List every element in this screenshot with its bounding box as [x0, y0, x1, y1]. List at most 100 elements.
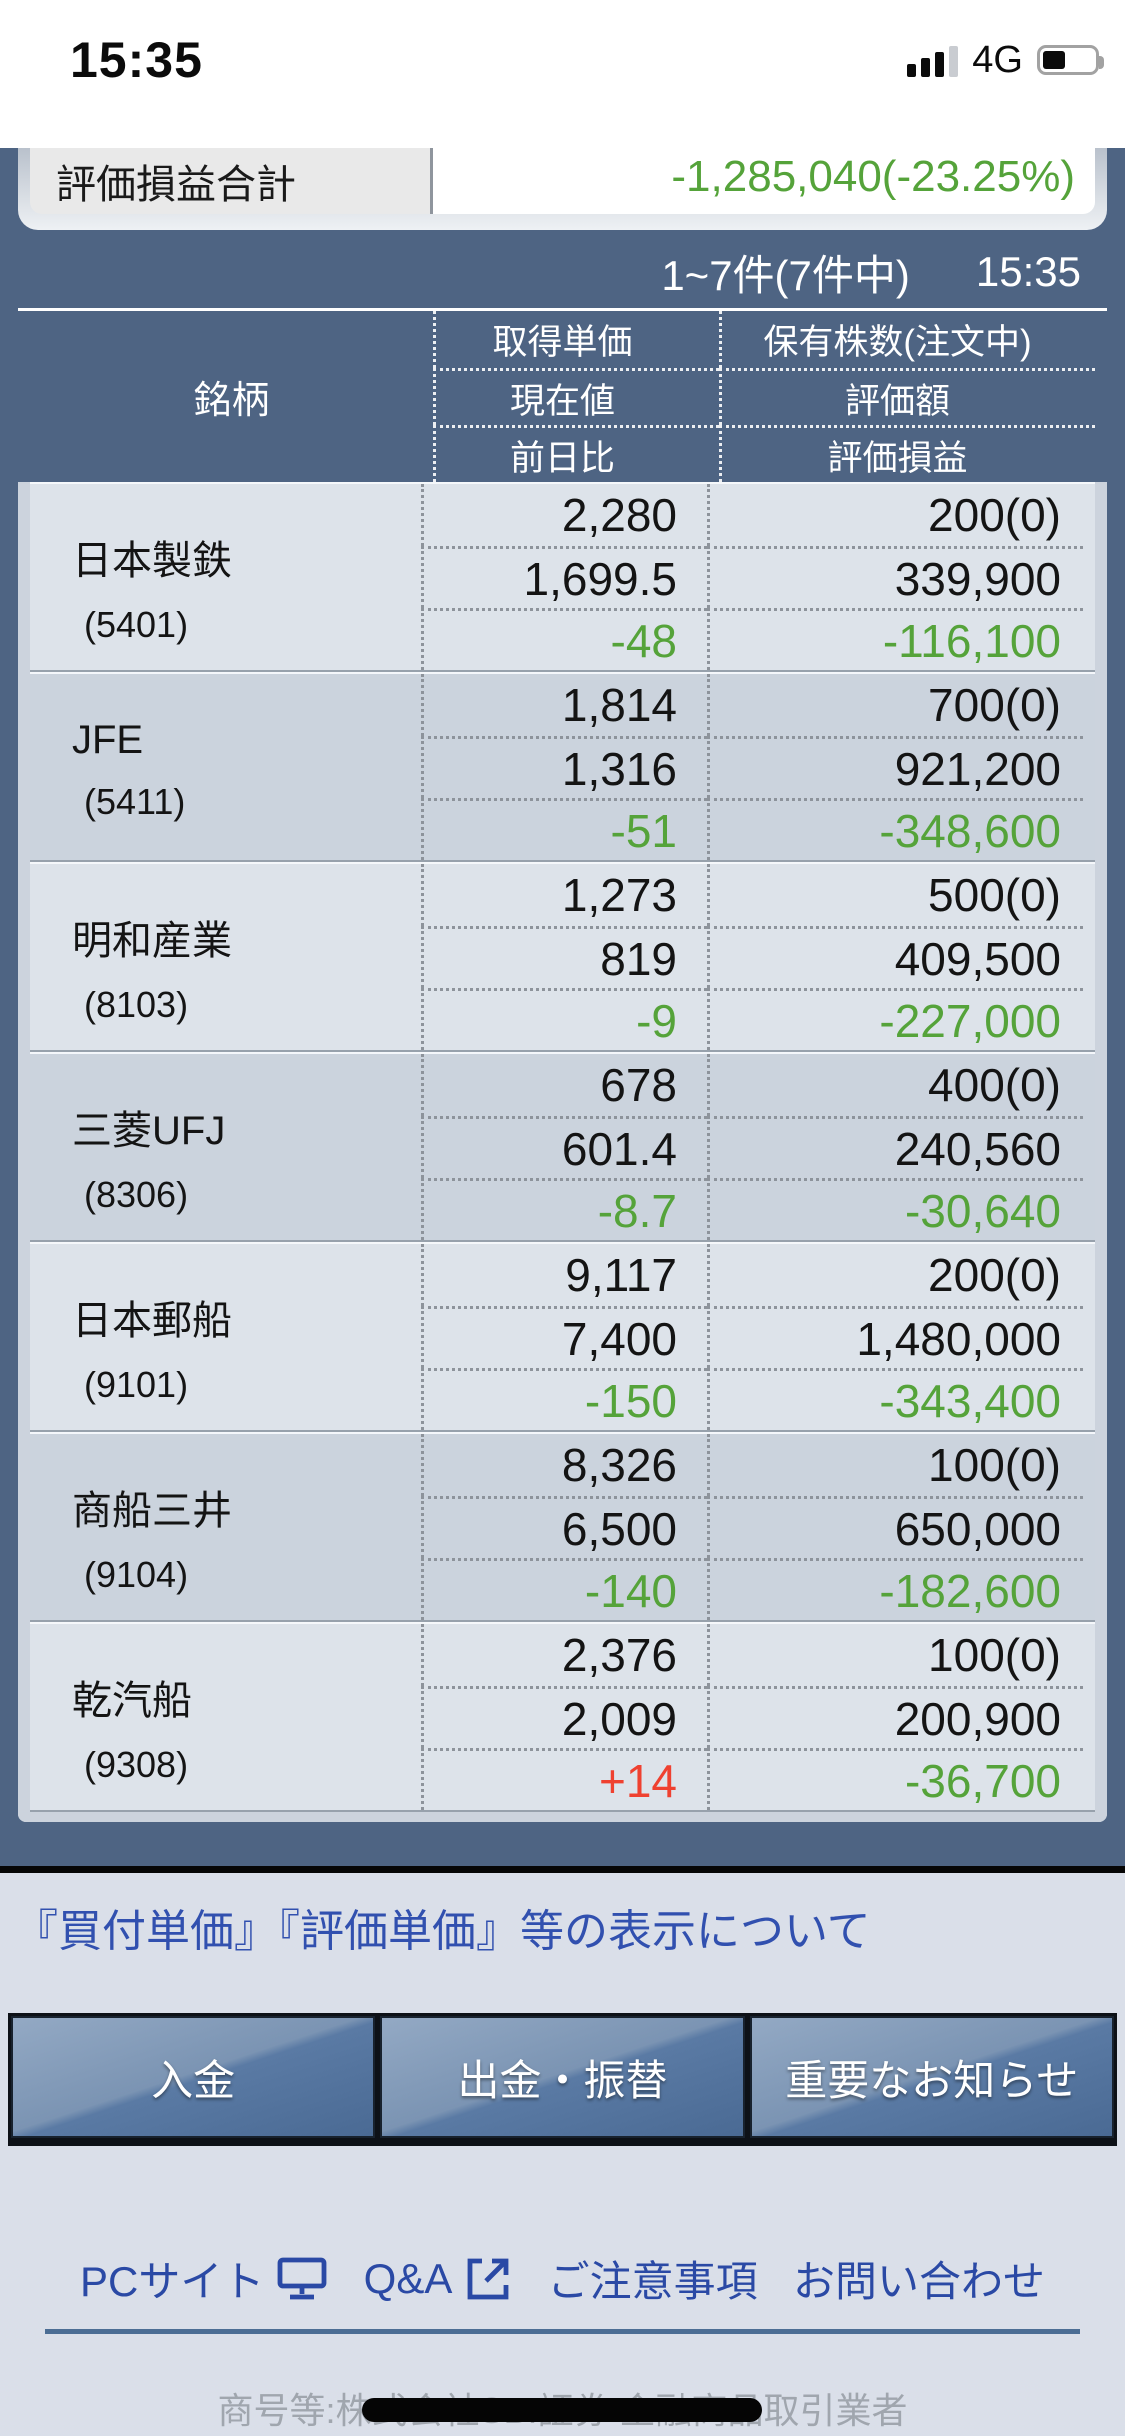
qty: 100(0) [707, 1624, 1083, 1686]
day-change: -140 [421, 1558, 707, 1620]
important-notice-button[interactable]: 重要なお知らせ [749, 2016, 1114, 2138]
valuation: 240,560 [707, 1116, 1083, 1178]
cur-price: 7,400 [421, 1306, 707, 1368]
stock-code: (9101) [84, 1364, 189, 1405]
caution-link[interactable]: ご注意事項 [548, 2248, 758, 2309]
qa-link[interactable]: Q&A [364, 2255, 513, 2303]
table-row[interactable]: 三菱UFJ (8306) 678 400(0) 601.4 240,560 -8… [30, 1052, 1095, 1242]
acq-price: 1,273 [421, 864, 707, 926]
caution-label: ご注意事項 [547, 2258, 758, 2305]
day-change: -9 [421, 988, 707, 1050]
pl: -343,400 [707, 1368, 1083, 1430]
footer-divider [45, 2329, 1080, 2334]
pager-bar: 1~7件(7件中) 15:35 [0, 236, 1125, 308]
summary-card: 評価損益合計 -1,285,040(-23.25%) [18, 148, 1107, 230]
qty: 100(0) [707, 1434, 1083, 1496]
table-body: 日本製鉄 (5401) 2,280 200(0) 1,699.5 339,900… [18, 482, 1107, 1822]
contact-link[interactable]: お問い合わせ [793, 2248, 1045, 2309]
cur-price: 2,009 [421, 1686, 707, 1748]
table-row[interactable]: 商船三井 (9104) 8,326 100(0) 6,500 650,000 -… [30, 1432, 1095, 1622]
signal-strength-icon [907, 43, 959, 77]
summary-row: 評価損益合計 -1,285,040(-23.25%) [30, 148, 1095, 214]
valuation: 200,900 [707, 1686, 1083, 1748]
header-day-change: 前日比 [433, 425, 719, 482]
valuation: 409,500 [707, 926, 1083, 988]
status-bar: 15:35 4G [0, 0, 1125, 148]
footer-links: PCサイト Q&A ご注意事項 お問い合わせ [0, 2248, 1125, 2309]
stock-name: 日本郵船 [72, 1299, 232, 1343]
qty: 700(0) [707, 674, 1083, 736]
cur-price: 6,500 [421, 1496, 707, 1558]
day-change: -51 [421, 798, 707, 860]
table-row[interactable]: 日本製鉄 (5401) 2,280 200(0) 1,699.5 339,900… [30, 482, 1095, 672]
cur-price: 1,316 [421, 736, 707, 798]
day-change: -48 [421, 608, 707, 670]
table-row[interactable]: 乾汽船 (9308) 2,376 100(0) 2,009 200,900 +1… [30, 1622, 1095, 1812]
stock-name-cell: 明和産業 (8103) [30, 864, 421, 1050]
stock-code: (9104) [84, 1554, 189, 1595]
stock-code: (5411) [84, 781, 186, 822]
pl: -348,600 [707, 798, 1083, 860]
pl: -116,100 [707, 608, 1083, 670]
external-link-icon [467, 2258, 509, 2299]
header-stock: 銘柄 [193, 380, 270, 422]
acq-price: 9,117 [421, 1244, 707, 1306]
acq-price: 1,814 [421, 674, 707, 736]
header-pl: 評価損益 [719, 425, 1095, 482]
table-row[interactable]: 明和産業 (8103) 1,273 500(0) 819 409,500 -9 … [30, 862, 1095, 1052]
acq-price: 8,326 [421, 1434, 707, 1496]
table-header: 銘柄 取得単価 保有株数(注文中) 現在値 評価額 前日比 評価損益 [18, 308, 1107, 482]
qa-label: Q&A [363, 2254, 453, 2302]
valuation: 1,480,000 [707, 1306, 1083, 1368]
table-row[interactable]: 日本郵船 (9101) 9,117 200(0) 7,400 1,480,000… [30, 1242, 1095, 1432]
stock-code: (9308) [84, 1744, 189, 1785]
valuation: 921,200 [707, 736, 1083, 798]
qty: 200(0) [707, 1244, 1083, 1306]
pl: -30,640 [707, 1178, 1083, 1240]
stock-name-cell: 日本製鉄 (5401) [30, 484, 421, 670]
table-row[interactable]: JFE (5411) 1,814 700(0) 1,316 921,200 -5… [30, 672, 1095, 862]
pager-time: 15:35 [975, 248, 1081, 295]
pc-site-label: PCサイト [80, 2258, 265, 2305]
summary-total-value: -1,285,040(-23.25%) [433, 148, 1095, 214]
stock-code: (8306) [84, 1174, 189, 1215]
day-change: -8.7 [421, 1178, 707, 1240]
stock-name-cell: 商船三井 (9104) [30, 1434, 421, 1620]
stock-name: 乾汽船 [72, 1679, 192, 1723]
header-qty: 保有株数(注文中) [719, 311, 1095, 368]
pl: -227,000 [707, 988, 1083, 1050]
stock-name: 商船三井 [72, 1489, 232, 1533]
stock-code: (8103) [84, 984, 189, 1025]
acq-price: 678 [421, 1054, 707, 1116]
withdraw-transfer-button[interactable]: 出金・振替 [380, 2016, 745, 2138]
acq-price: 2,376 [421, 1624, 707, 1686]
day-change: +14 [421, 1748, 707, 1810]
pl: -36,700 [707, 1748, 1083, 1810]
stock-name: 明和産業 [72, 919, 232, 963]
qty: 200(0) [707, 484, 1083, 546]
clock: 15:35 [70, 32, 203, 88]
header-valuation: 評価額 [719, 368, 1095, 425]
day-change: -150 [421, 1368, 707, 1430]
valuation: 339,900 [707, 546, 1083, 608]
stock-name-cell: 三菱UFJ (8306) [30, 1054, 421, 1240]
action-button-row: 入金 出金・振替 重要なお知らせ [8, 2013, 1117, 2146]
footer-section: 『買付単価』『評価単価』等の表示について 入金 出金・振替 重要なお知らせ PC… [0, 1873, 1125, 2436]
stock-name: 日本製鉄 [72, 539, 232, 583]
section-divider [0, 1866, 1125, 1873]
home-indicator[interactable] [362, 2398, 762, 2422]
summary-label: 評価損益合計 [30, 148, 433, 214]
deposit-button[interactable]: 入金 [11, 2016, 376, 2138]
monitor-icon [277, 2257, 327, 2299]
valuation: 650,000 [707, 1496, 1083, 1558]
price-display-help-link[interactable]: 『買付単価』『評価単価』等の表示について [14, 1907, 871, 1956]
stock-code: (5401) [84, 604, 189, 645]
stock-name-cell: 乾汽船 (9308) [30, 1624, 421, 1810]
contact-label: お問い合わせ [792, 2258, 1045, 2305]
cur-price: 819 [421, 926, 707, 988]
stock-name: JFE [72, 718, 144, 762]
pc-site-link[interactable]: PCサイト [80, 2248, 328, 2309]
cur-price: 1,699.5 [421, 546, 707, 608]
header-cur-price: 現在値 [433, 368, 719, 425]
